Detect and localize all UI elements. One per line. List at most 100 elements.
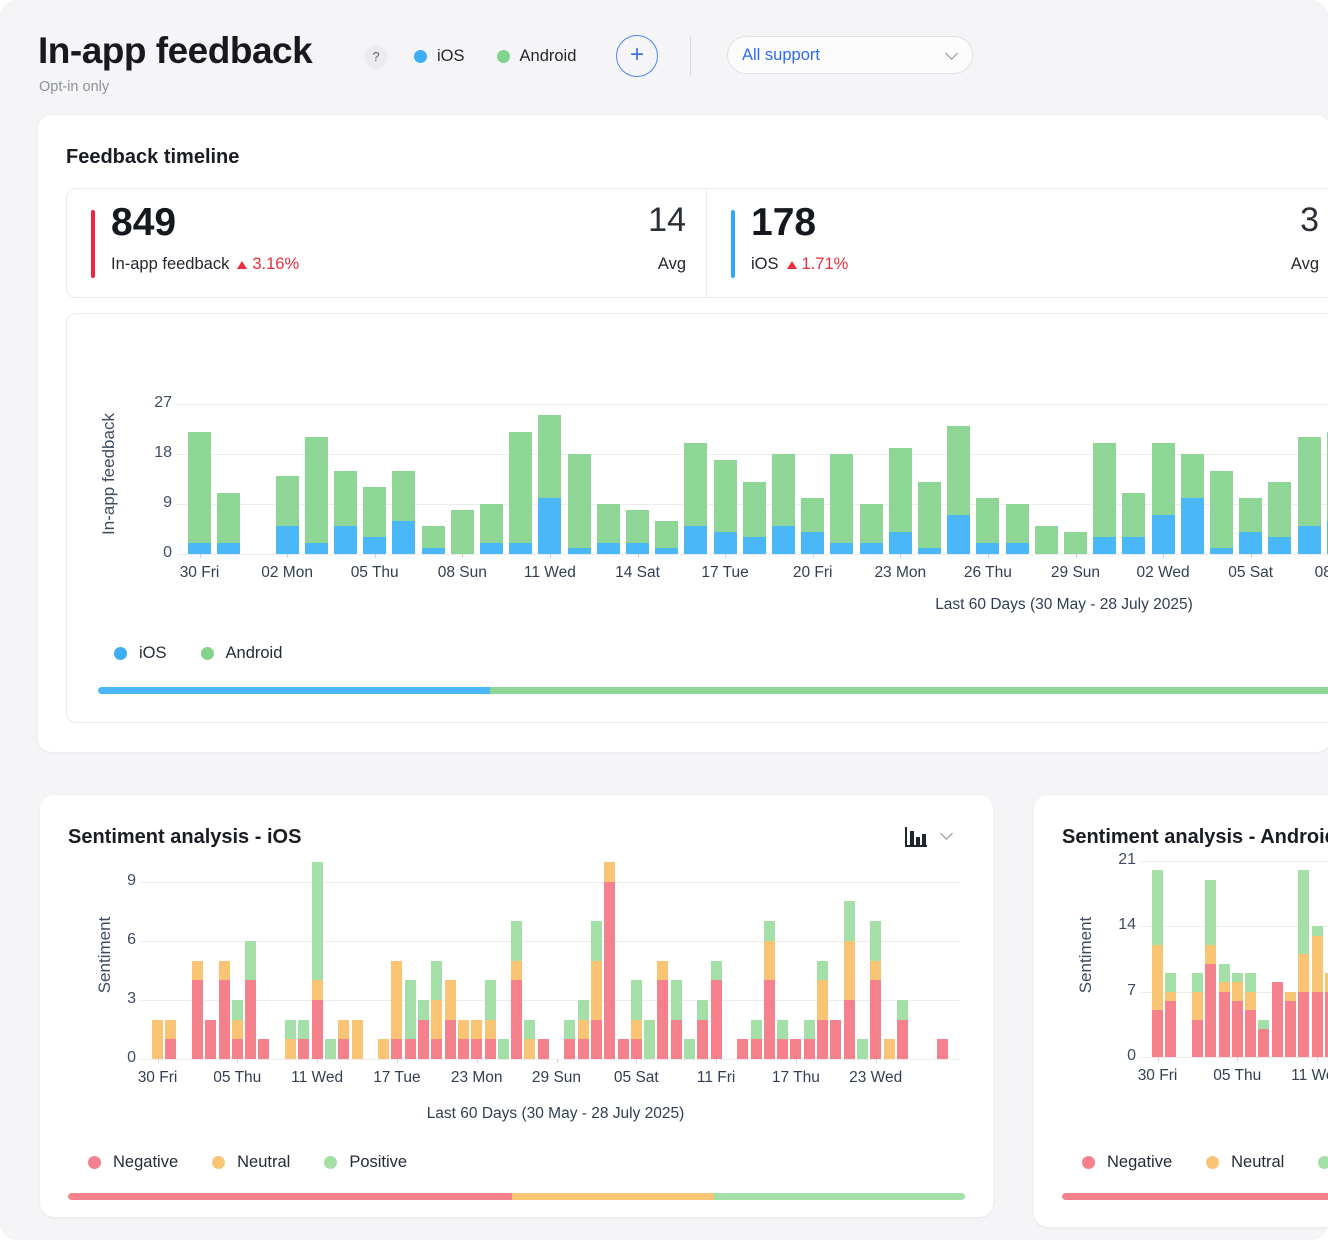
bar-segment-neutral[interactable] xyxy=(1245,991,1257,1011)
bar-segment-negative[interactable] xyxy=(630,1039,642,1059)
bar-segment-negative[interactable] xyxy=(564,1039,576,1059)
bar-segment-negative[interactable] xyxy=(404,1039,416,1059)
bar-segment-android[interactable] xyxy=(509,431,533,543)
bar-segment-positive[interactable] xyxy=(418,999,429,1020)
ios-legend-dot[interactable] xyxy=(114,647,127,660)
bar-segment-positive[interactable] xyxy=(431,960,443,1000)
bar-segment-negative[interactable] xyxy=(670,1019,682,1059)
bar-segment-negative[interactable] xyxy=(1218,991,1230,1057)
bar-segment-negative[interactable] xyxy=(710,980,722,1059)
bar-segment-positive[interactable] xyxy=(1191,973,1203,992)
bar-segment-negative[interactable] xyxy=(896,1019,908,1059)
bar-segment-negative[interactable] xyxy=(457,1039,469,1059)
bar-segment-android[interactable] xyxy=(1297,437,1321,527)
android-legend-dot[interactable] xyxy=(200,647,214,660)
bar-segment-ios[interactable] xyxy=(334,526,357,554)
bar-segment-negative[interactable] xyxy=(1285,1001,1296,1057)
bar-segment-ios[interactable] xyxy=(1239,531,1263,554)
bar-segment-positive[interactable] xyxy=(896,999,908,1020)
bar-segment-neutral[interactable] xyxy=(351,1019,363,1059)
bar-segment-android[interactable] xyxy=(1239,498,1263,532)
bar-segment-ios[interactable] xyxy=(363,537,387,554)
bar-segment-neutral[interactable] xyxy=(231,1019,243,1040)
bar-segment-positive[interactable] xyxy=(497,1039,509,1059)
bar-segment-android[interactable] xyxy=(713,459,737,532)
bar-segment-negative[interactable] xyxy=(750,1039,762,1059)
negative-legend-dot[interactable] xyxy=(1082,1156,1095,1169)
bar-segment-negative[interactable] xyxy=(444,1019,456,1059)
bar-segment-android[interactable] xyxy=(275,476,299,527)
bar-segment-positive[interactable] xyxy=(1218,963,1230,983)
bar-segment-positive[interactable] xyxy=(817,960,828,981)
bar-segment-android[interactable] xyxy=(567,454,591,549)
bar-segment-android[interactable] xyxy=(830,454,854,543)
bar-segment-android[interactable] xyxy=(538,415,562,499)
bar-segment-positive[interactable] xyxy=(524,1019,536,1040)
bar-segment-neutral[interactable] xyxy=(311,980,323,1000)
bar-segment-neutral[interactable] xyxy=(152,1019,163,1059)
bar-segment-android[interactable] xyxy=(947,426,971,516)
bar-segment-ios[interactable] xyxy=(1268,537,1292,554)
bar-segment-ios[interactable] xyxy=(772,526,795,554)
bar-segment-negative[interactable] xyxy=(577,1039,589,1059)
help-icon[interactable]: ? xyxy=(364,45,388,69)
bar-segment-neutral[interactable] xyxy=(763,940,775,981)
bar-segment-positive[interactable] xyxy=(311,862,323,981)
bar-segment-android[interactable] xyxy=(801,498,825,532)
bar-segment-negative[interactable] xyxy=(165,1039,177,1059)
bar-segment-negative[interactable] xyxy=(391,1039,403,1059)
bar-segment-android[interactable] xyxy=(392,470,416,521)
bar-segment-ios[interactable] xyxy=(947,515,971,554)
bar-segment-ios[interactable] xyxy=(1210,548,1233,554)
bar-segment-negative[interactable] xyxy=(1165,1001,1177,1057)
bar-segment-android[interactable] xyxy=(1064,531,1087,554)
bar-segment-neutral[interactable] xyxy=(511,960,523,981)
bar-segment-ios[interactable] xyxy=(217,542,241,554)
bar-segment-ios[interactable] xyxy=(538,498,562,554)
bar-segment-neutral[interactable] xyxy=(484,1019,496,1040)
bar-segment-ios[interactable] xyxy=(567,548,591,554)
bar-segment-ios[interactable] xyxy=(1297,526,1321,554)
bar-segment-android[interactable] xyxy=(188,431,211,543)
bar-segment-android[interactable] xyxy=(1005,504,1029,543)
bar-segment-positive[interactable] xyxy=(298,1019,310,1040)
bar-segment-negative[interactable] xyxy=(843,999,855,1059)
bar-segment-neutral[interactable] xyxy=(1285,991,1296,1001)
bar-segment-positive[interactable] xyxy=(1165,973,1177,992)
bar-segment-neutral[interactable] xyxy=(524,1039,536,1059)
bar-segment-ios[interactable] xyxy=(918,548,941,554)
bar-segment-neutral[interactable] xyxy=(431,999,443,1040)
bar-segment-positive[interactable] xyxy=(484,980,496,1020)
bar-segment-neutral[interactable] xyxy=(1191,991,1203,1020)
bar-segment-neutral[interactable] xyxy=(604,862,616,882)
bar-segment-negative[interactable] xyxy=(1205,963,1217,1057)
bar-segment-negative[interactable] xyxy=(1258,1029,1270,1057)
bar-segment-negative[interactable] xyxy=(338,1039,350,1059)
bar-segment-android[interactable] xyxy=(1326,431,1328,521)
bar-segment-negative[interactable] xyxy=(537,1039,549,1059)
bar-segment-negative[interactable] xyxy=(1191,1019,1203,1057)
bar-segment-negative[interactable] xyxy=(245,980,257,1059)
bar-segment-negative[interactable] xyxy=(617,1039,629,1059)
bar-segment-ios[interactable] xyxy=(859,542,883,554)
chevron-down-icon[interactable] xyxy=(940,827,953,840)
bar-segment-negative[interactable] xyxy=(604,881,616,1059)
bar-segment-neutral[interactable] xyxy=(817,980,828,1020)
bar-segment-neutral[interactable] xyxy=(444,980,456,1020)
bar-segment-negative[interactable] xyxy=(1298,991,1310,1057)
bar-segment-negative[interactable] xyxy=(697,1019,709,1059)
bar-segment-positive[interactable] xyxy=(803,1019,815,1040)
bar-segment-ios[interactable] xyxy=(830,542,854,554)
bar-segment-positive[interactable] xyxy=(750,1019,762,1040)
bar-segment-neutral[interactable] xyxy=(165,1019,177,1040)
bar-segment-ios[interactable] xyxy=(480,542,503,554)
bar-segment-android[interactable] xyxy=(480,504,503,543)
bar-segment-positive[interactable] xyxy=(1258,1019,1270,1029)
bar-segment-positive[interactable] xyxy=(1298,870,1310,955)
neutral-legend-dot[interactable] xyxy=(1206,1156,1220,1169)
bar-segment-android[interactable] xyxy=(1151,442,1175,516)
bar-segment-android[interactable] xyxy=(859,504,883,543)
bar-segment-ios[interactable] xyxy=(275,526,299,554)
bar-segment-android[interactable] xyxy=(772,454,795,527)
bar-segment-neutral[interactable] xyxy=(457,1019,469,1040)
